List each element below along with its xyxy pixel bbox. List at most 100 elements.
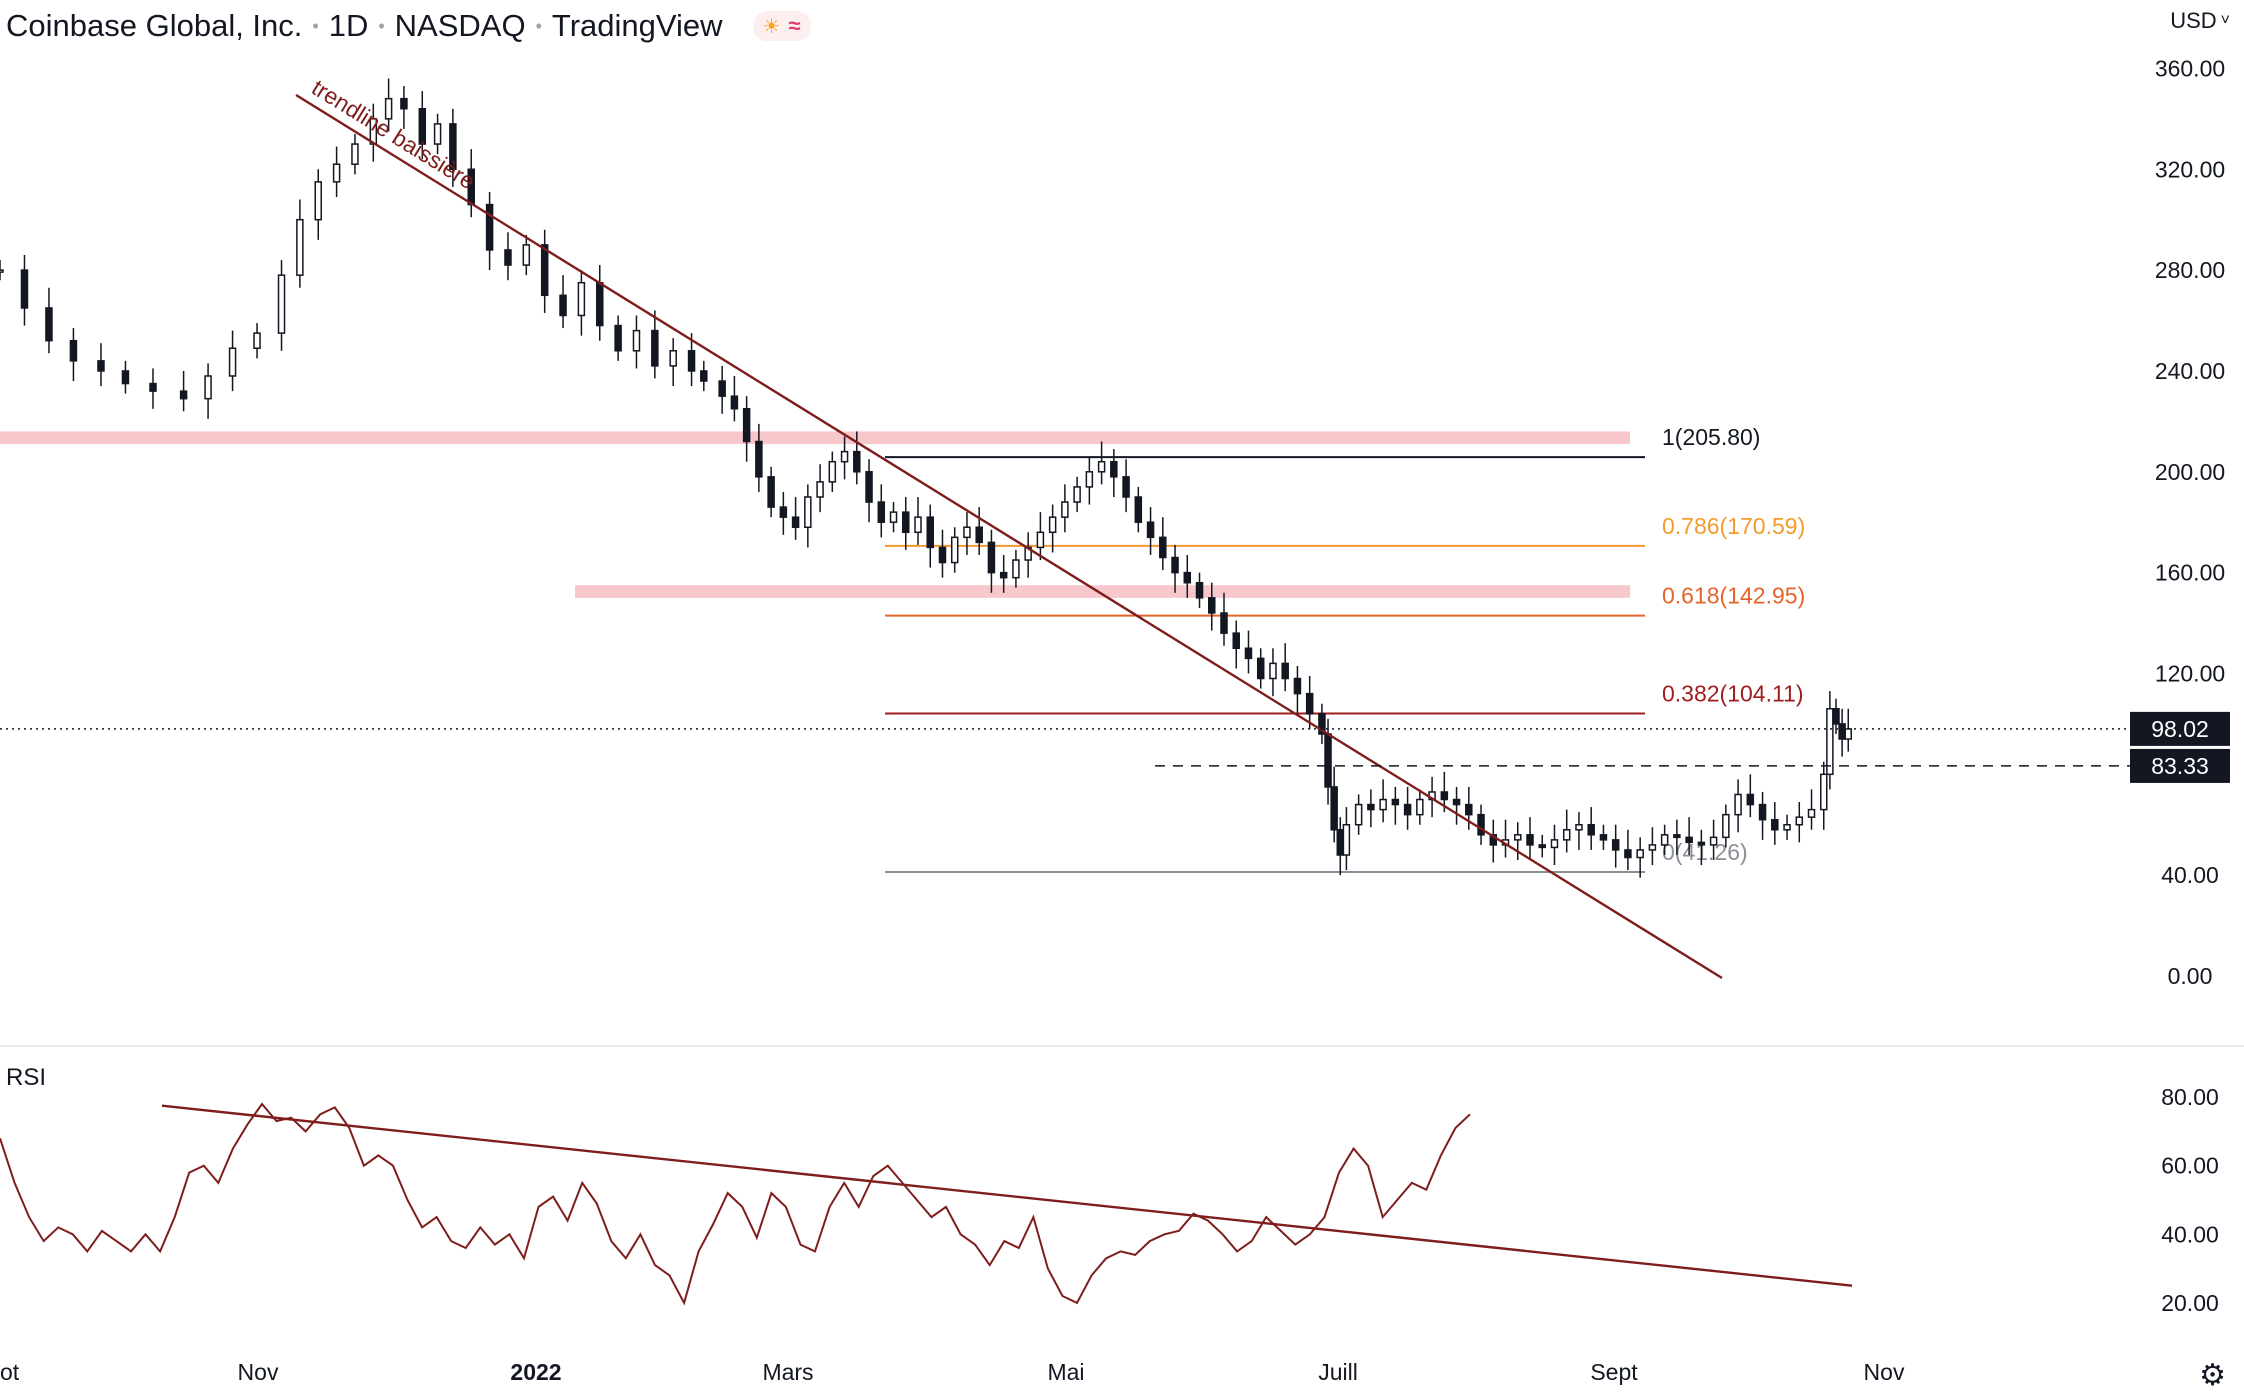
candle-bull — [1636, 849, 1644, 859]
x-tick-label: Nov — [238, 1359, 279, 1385]
y-tick-label: 360.00 — [2155, 55, 2225, 81]
candle-bear — [718, 380, 726, 397]
x-tick-label: Sept — [1590, 1359, 1638, 1385]
candle-bull — [1826, 708, 1834, 776]
candle-bear — [755, 440, 763, 478]
y-axis-price: 360.00 320.00 280.00 240.00 200.00 160.00 120.… — [2130, 55, 2230, 989]
candle-bull — [840, 450, 849, 463]
candle-bear — [987, 541, 996, 574]
fib-levels: 1(205.80) 0.786(170.59) 0.618(142.95) 0.382… — [885, 424, 1805, 873]
fib-level-label: 1(205.80) — [1662, 424, 1760, 450]
fib-level-label: 0.618(142.95) — [1662, 583, 1805, 609]
candle-bear — [926, 516, 934, 549]
candle-bear — [1293, 677, 1302, 695]
y-tick-label: 0.00 — [2168, 963, 2213, 989]
separator-dot: • — [535, 15, 542, 36]
x-tick-label: 2022 — [510, 1359, 561, 1385]
candle-bull — [577, 281, 586, 317]
candle-bear — [975, 526, 983, 544]
sun-icon: ☀ — [762, 15, 781, 38]
candle-bull — [277, 274, 286, 334]
candle-bear — [1465, 803, 1473, 816]
chart-header: Coinbase Global, Inc. • 1D • NASDAQ • Tr… — [6, 8, 811, 44]
candle-bull — [1660, 834, 1669, 846]
candle-bull — [1048, 516, 1057, 534]
candle-bear — [651, 329, 659, 367]
exchange-label: NASDAQ — [394, 8, 526, 43]
candle-bear — [1159, 536, 1167, 559]
candle-bear — [1367, 803, 1375, 811]
chevron-down-icon: ˅ — [2220, 12, 2230, 29]
candle-bear — [418, 108, 427, 145]
y-tick-label: 240.00 — [2155, 358, 2225, 384]
candle-bull — [1514, 834, 1522, 841]
source-label: TradingView — [551, 8, 723, 43]
price-zones — [0, 431, 1630, 598]
x-tick-label: Juill — [1318, 1359, 1358, 1385]
candle-bear — [1538, 844, 1546, 849]
x-tick-label: Nov — [1864, 1359, 1905, 1385]
last-price-tag-bg — [2130, 711, 2230, 746]
marker-price-tag: 83.33 — [2151, 753, 2209, 779]
candle-bear — [767, 476, 775, 508]
session-badge[interactable]: ☀ ≈ — [752, 11, 811, 41]
rsi-line — [0, 1102, 1471, 1306]
candle-bear — [559, 294, 567, 317]
candle-bull — [1648, 844, 1657, 851]
candle-bear — [1391, 798, 1400, 806]
candle-bear — [1232, 632, 1240, 650]
candle-bear — [1624, 849, 1632, 859]
y-tick-label: 280.00 — [2155, 257, 2225, 283]
candle-bear — [1771, 818, 1779, 831]
candle-bear — [902, 511, 910, 534]
rsi-trendline[interactable] — [161, 1104, 1853, 1287]
candle-bull — [522, 244, 531, 266]
candle-bear — [449, 123, 457, 171]
candle-bull — [296, 218, 304, 276]
candle-bull — [1085, 471, 1094, 488]
candle-bear — [1838, 723, 1846, 740]
candle-bull — [1061, 501, 1069, 518]
rsi-y-tick-label: 80.00 — [2161, 1084, 2219, 1110]
rsi-y-tick-label: 20.00 — [2161, 1290, 2219, 1316]
candle-bear — [700, 370, 708, 382]
y-tick-label: 120.00 — [2155, 660, 2225, 686]
symbol-name[interactable]: Coinbase Global, Inc. — [6, 8, 303, 43]
gear-icon[interactable]: ⚙ — [2199, 1359, 2226, 1392]
candle-bull — [816, 481, 824, 498]
currency-selector[interactable]: USD ˅ — [2170, 8, 2230, 34]
candle-bear — [1611, 839, 1620, 851]
candle-bull — [204, 375, 212, 400]
candle-bear — [1256, 657, 1265, 680]
candle-bear — [1832, 708, 1840, 725]
candle-bull — [253, 332, 261, 350]
candle-bull — [632, 329, 641, 352]
candle-bear — [1673, 834, 1681, 839]
downtrend-line[interactable] — [295, 93, 1723, 980]
candle-bull — [1820, 773, 1828, 811]
candle-bear — [1281, 662, 1289, 680]
candle-bear — [179, 390, 188, 400]
candle-bull — [1036, 531, 1045, 549]
candle-bull — [384, 97, 393, 120]
candle-bear — [1685, 836, 1693, 844]
candle-bear — [614, 324, 622, 352]
candle-bear — [1171, 556, 1179, 574]
separator-dot: • — [312, 15, 319, 36]
x-tick-label: ot — [0, 1359, 20, 1385]
candle-bear — [1305, 692, 1314, 715]
candlestick-series — [0, 78, 1852, 878]
candle-bear — [1336, 829, 1345, 856]
y-tick-label: 200.00 — [2155, 459, 2225, 485]
candle-bear — [1697, 841, 1706, 846]
candle-bull — [1709, 836, 1718, 846]
candle-bear — [1110, 460, 1118, 478]
marker-price-tag-bg — [2130, 748, 2230, 783]
candle-bear — [853, 450, 861, 473]
candle-bull — [433, 123, 442, 145]
interval-label[interactable]: 1D — [328, 8, 369, 43]
candle-bear — [791, 516, 800, 529]
candle-bear — [1183, 571, 1192, 584]
candle-bear — [1599, 834, 1608, 841]
